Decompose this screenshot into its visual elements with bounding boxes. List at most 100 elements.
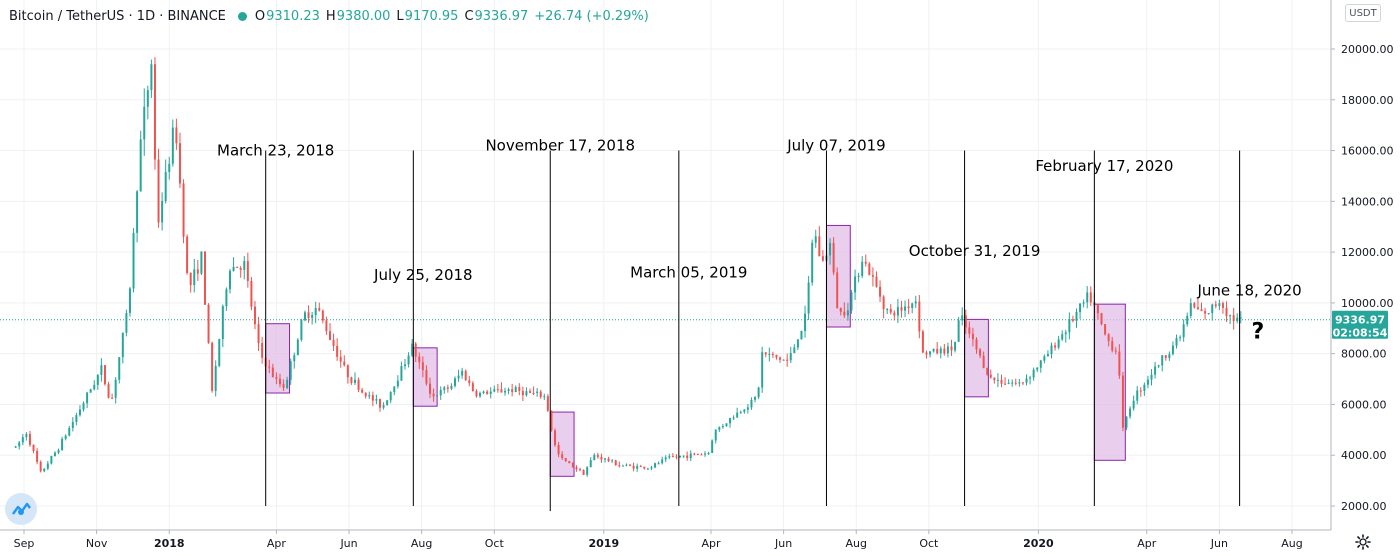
candle-body [107,384,110,398]
candle [654,462,657,469]
candle [921,329,924,354]
candle-body [146,90,149,107]
candle-body [318,308,321,311]
candle [421,356,424,378]
candle-body [1064,332,1067,335]
candle-body [128,288,131,313]
candle-body [950,346,953,351]
candle [561,451,564,461]
candle [307,305,310,323]
candle [568,460,571,464]
candle [261,336,264,364]
candle-body [836,272,839,309]
candle-body [1004,383,1007,385]
candle-body [439,389,442,396]
candle-body [421,362,424,371]
candle [557,441,560,458]
candle-body [654,463,657,468]
candle-body [75,415,78,423]
time-axis[interactable]: Sep Nov 2018 Apr Jun Aug Oct 2019 Apr Jun Aug Oct 20… [0,529,1331,556]
candle-body [32,444,35,451]
candle-body [761,352,764,388]
symbol-title[interactable]: Bitcoin / TetherUS · 1D · BINANCE [9,8,226,24]
candle-body [786,359,789,361]
candle [1179,335,1182,342]
candle-body [218,339,221,366]
candle-body [600,456,603,460]
candle [118,357,121,384]
gear-icon[interactable] [1353,532,1373,552]
tradingview-logo-icon[interactable] [5,493,37,525]
candle [982,351,985,369]
range-box[interactable] [1093,303,1126,461]
range-box[interactable] [964,318,989,398]
time-tick-label: Aug [1281,537,1302,550]
candle [811,239,814,286]
candle [1189,298,1192,319]
currency-button[interactable]: USDT [1345,4,1381,22]
candle-body [86,392,89,404]
candle [28,430,31,447]
candle-body [893,312,896,316]
candle-body [296,339,299,356]
candle-body [589,460,592,468]
candle [1204,307,1207,320]
candle-body [1039,360,1042,368]
candle-body [1036,367,1039,370]
candle-body [139,139,142,192]
candle [321,309,324,324]
candle-body [557,445,560,455]
candle [32,444,35,454]
candle-body [975,339,978,350]
candle [1221,301,1224,314]
candle-body [118,357,121,380]
candle [661,456,664,465]
candle [1004,377,1007,386]
candle [543,393,546,400]
candle [882,295,885,319]
candle [107,381,110,399]
candle [386,400,389,406]
candle-body [1043,356,1046,361]
price-axis[interactable]: 20000.00 18000.00 16000.00 14000.00 12000.00… [1330,0,1400,556]
candle [164,159,167,204]
candle-body [1132,400,1135,409]
candle-body [432,393,435,397]
candle [1150,369,1153,386]
candle [736,407,739,418]
candle [471,381,474,392]
annotation-label: July 25, 2018 [373,266,473,284]
candle-body [943,348,946,354]
candle [178,132,181,188]
candle [1111,336,1114,353]
candle-body [164,171,167,202]
candle-body [57,450,60,453]
candle [400,361,403,381]
candle [18,440,21,450]
candle [293,352,296,369]
candle-body [1175,337,1178,346]
candle [311,312,314,325]
candle-body [214,365,217,391]
candle [868,262,871,276]
candle-body [1000,379,1003,384]
candle-body [904,306,907,311]
candle-body [779,357,782,360]
candle [1186,312,1189,327]
range-box[interactable] [265,323,291,394]
candle-body [200,251,203,274]
candle [207,303,210,344]
candle [1096,304,1099,320]
candle-body [386,400,389,406]
candle-body [536,391,539,393]
range-box[interactable] [549,411,575,477]
candle [57,448,60,455]
candle-body [629,464,632,466]
candle-body [1168,354,1171,359]
time-tick-label: 2018 [154,537,185,550]
candle-body [625,464,628,466]
market-status-dot [237,11,247,21]
candle-body [443,387,446,390]
candle-body [521,390,524,396]
